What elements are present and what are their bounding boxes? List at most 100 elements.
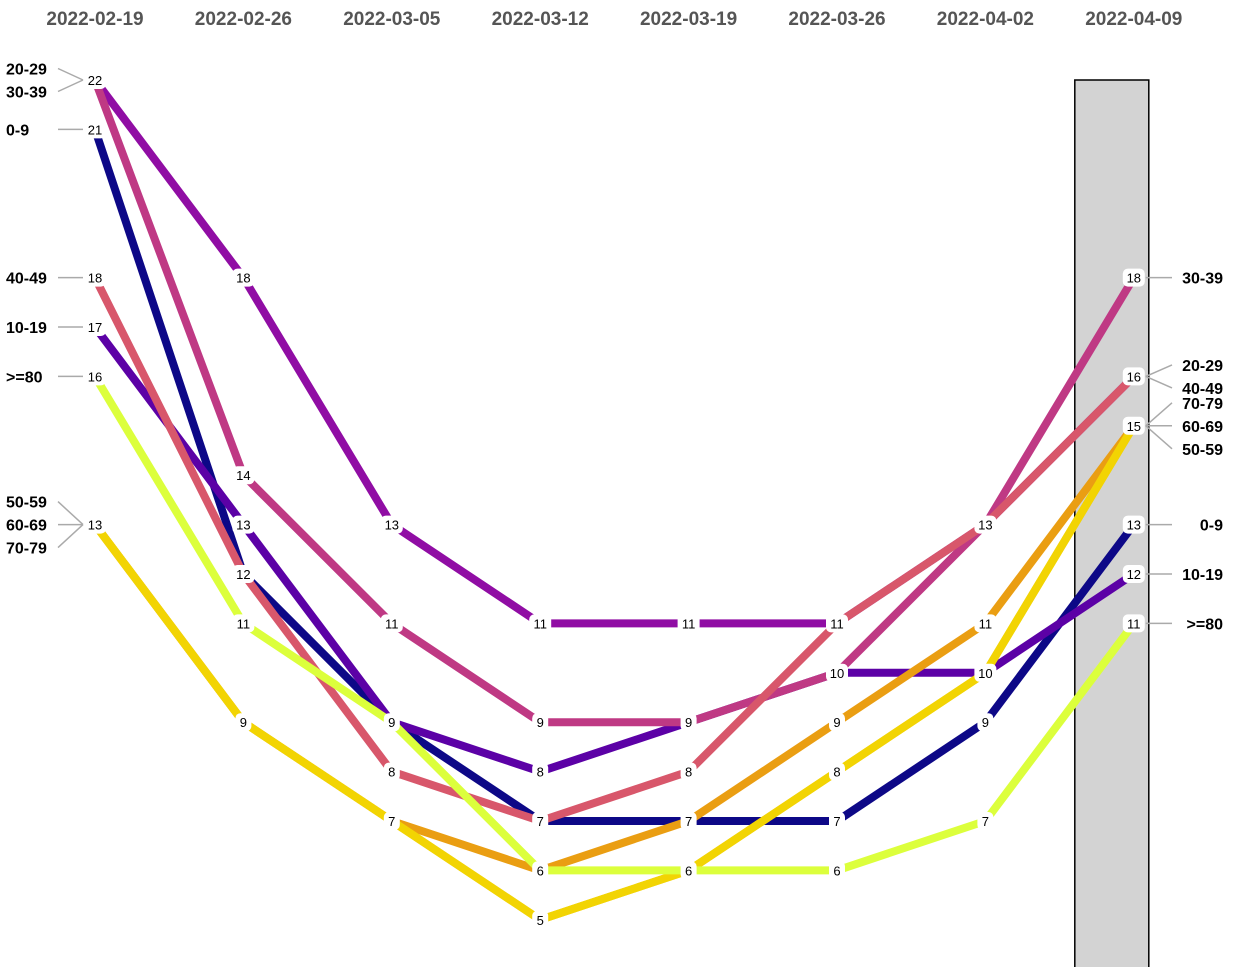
label-connector [57, 67, 84, 81]
point-box [232, 614, 255, 633]
point-box [974, 614, 997, 633]
point-box [383, 762, 400, 781]
point-value: 10 [830, 666, 844, 681]
point-value: 6 [537, 863, 544, 878]
point-box [383, 812, 400, 830]
data-points: 21 12 9 7 7 7 9 13 17 13 8 9 10 10 12 22 18 13 11 11 11 13 16 1… [84, 71, 1145, 929]
point-value: 11 [1127, 616, 1141, 631]
label-connector [1145, 402, 1173, 427]
series-line-0-9 [91, 128, 1137, 825]
left-label-70-79: 70-79 [6, 541, 47, 558]
point-value: 22 [88, 73, 102, 88]
point-value: 13 [978, 518, 992, 533]
point-box [829, 812, 845, 830]
left-label-30-39: 30-39 [6, 85, 47, 102]
label-connector [57, 79, 84, 93]
label-connector [57, 501, 84, 526]
right-label-40-49: 40-49 [1182, 381, 1223, 398]
point-value: 15 [1127, 419, 1141, 434]
point-value: 7 [685, 814, 692, 829]
point-value: 9 [685, 715, 692, 730]
right-label-20-29: 20-29 [1182, 358, 1223, 375]
point-value: 7 [388, 814, 395, 829]
right-label-70-79: 70-79 [1182, 396, 1223, 413]
date-label-2022-04-02: 2022-04-02 [937, 9, 1034, 30]
point-box [380, 515, 403, 534]
point-value: 9 [388, 715, 395, 730]
point-box [235, 713, 252, 732]
point-box [977, 812, 994, 830]
right-label-0-9: 0-9 [1200, 518, 1223, 535]
point-value: 8 [685, 765, 692, 780]
point-box [826, 663, 848, 682]
label-connector [1145, 364, 1173, 378]
point-value: 8 [833, 765, 840, 780]
left-label-0-9: 0-9 [6, 122, 29, 139]
point-value: 13 [385, 518, 399, 533]
point-box [84, 71, 106, 89]
date-label-2022-04-09: 2022-04-09 [1085, 9, 1182, 30]
series-line-30-39 [91, 78, 1138, 727]
point-box [529, 614, 552, 633]
left-label-gte80: >=80 [6, 369, 43, 386]
point-value: 11 [385, 616, 399, 631]
point-value: 11 [979, 616, 993, 631]
point-box [829, 861, 845, 880]
point-value: 11 [533, 616, 547, 631]
point-value: 16 [1127, 369, 1141, 384]
date-label-2022-03-05: 2022-03-05 [343, 9, 441, 30]
point-value: 9 [833, 715, 840, 730]
point-value: 13 [88, 518, 102, 533]
point-box [1122, 416, 1145, 435]
point-value: 12 [236, 567, 250, 582]
point-box [84, 268, 106, 287]
series-line-50-59 [91, 423, 1137, 875]
point-box [829, 762, 845, 781]
left-label-40-49: 40-49 [6, 271, 47, 288]
point-value: 5 [537, 913, 544, 928]
point-value: 7 [982, 814, 989, 829]
point-box [1122, 367, 1145, 386]
date-label-2022-03-26: 2022-03-26 [788, 9, 885, 30]
series-line-70-79 [91, 423, 1138, 924]
left-label-20-29: 20-29 [6, 62, 47, 79]
point-value: 6 [833, 863, 840, 878]
label-connector [1145, 425, 1173, 450]
point-value: 11 [682, 616, 696, 631]
series-line-40-49 [91, 275, 1137, 825]
label-connector [57, 524, 84, 549]
point-box [532, 910, 549, 929]
point-box [1122, 268, 1145, 287]
date-label-2022-02-19: 2022-02-19 [46, 9, 143, 30]
point-value: 18 [88, 271, 102, 286]
point-value: 9 [982, 715, 989, 730]
point-box [84, 515, 106, 534]
point-box [974, 515, 997, 534]
point-value: 7 [537, 814, 544, 829]
point-box [232, 515, 255, 534]
point-box [84, 120, 106, 139]
point-box [680, 762, 697, 781]
point-value: 21 [88, 122, 102, 137]
point-value: 18 [236, 271, 250, 286]
point-value: 6 [685, 863, 692, 878]
point-box [380, 614, 403, 633]
point-value: 12 [1127, 567, 1141, 582]
point-box [84, 318, 106, 336]
point-box [974, 663, 997, 682]
right-label-10-19: 10-19 [1182, 567, 1223, 584]
left-label-60-69: 60-69 [6, 518, 47, 535]
point-box [826, 614, 848, 633]
point-value: 7 [833, 814, 840, 829]
point-value: 11 [830, 616, 844, 631]
point-box [829, 713, 845, 732]
point-box [1122, 614, 1145, 633]
series-line-20-29 [91, 77, 1137, 628]
point-box [677, 614, 700, 633]
point-value: 10 [978, 666, 992, 681]
left-label-50-59: 50-59 [6, 495, 47, 512]
point-box [232, 268, 255, 287]
point-value: 8 [537, 765, 544, 780]
date-label-2022-02-26: 2022-02-26 [195, 9, 292, 30]
point-box [680, 812, 697, 830]
